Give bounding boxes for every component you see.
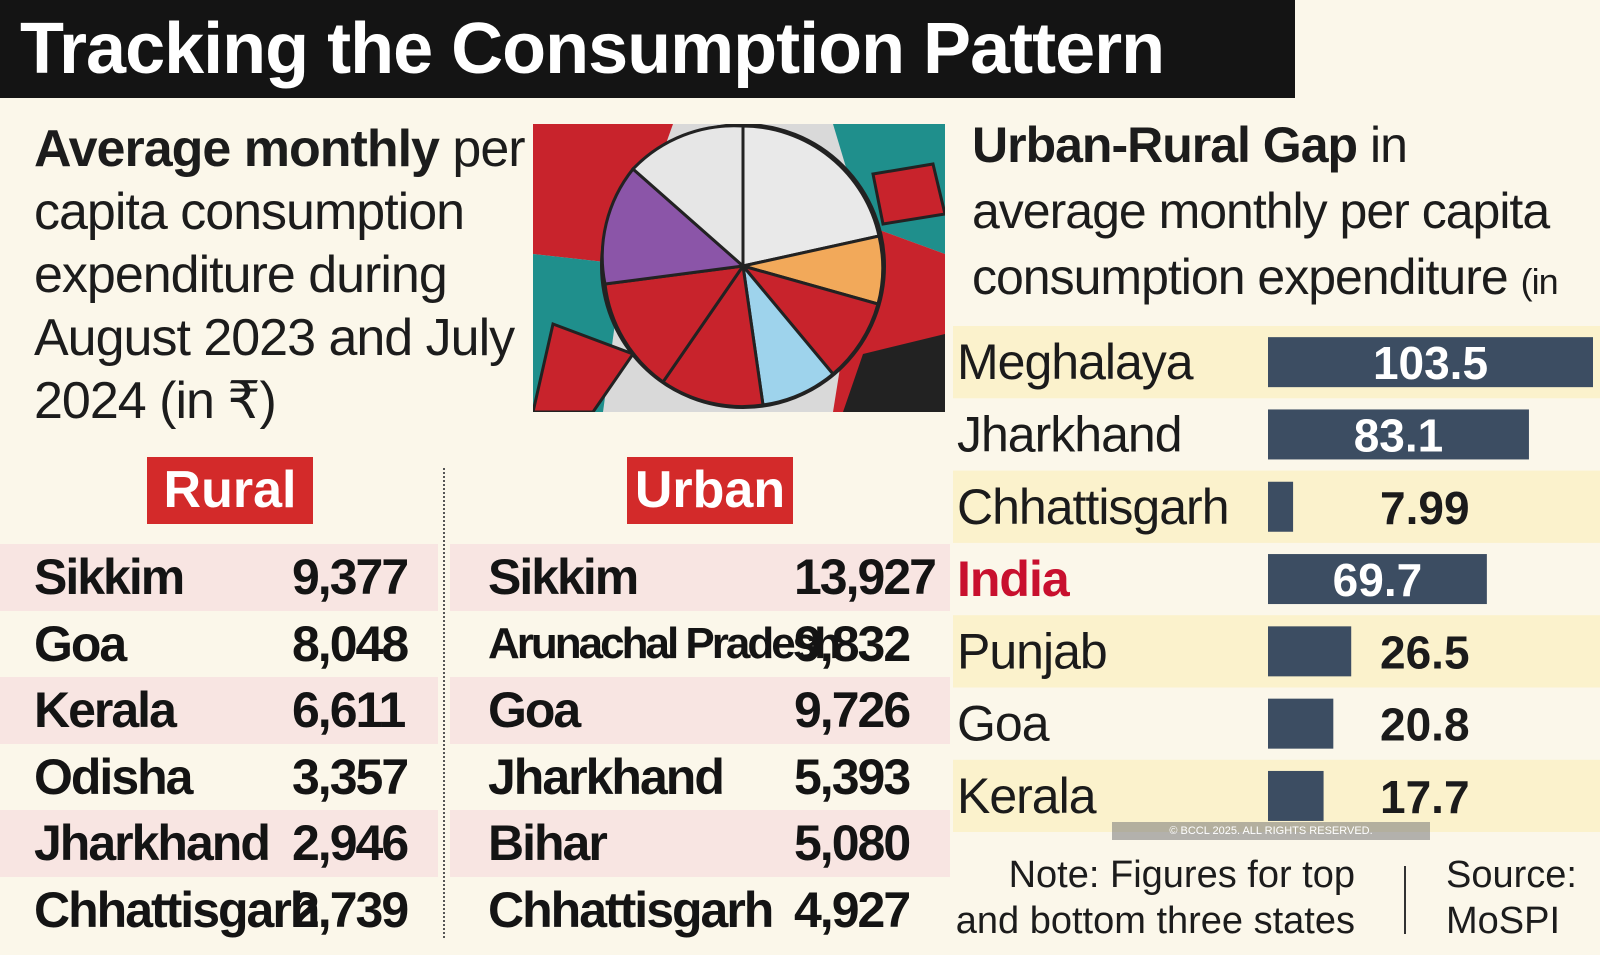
bar bbox=[1268, 337, 1593, 388]
table-row: Sikkim 13,927 bbox=[450, 544, 950, 611]
pie-chart-illustration bbox=[533, 124, 945, 412]
table-row: Jharkhand 5,393 bbox=[450, 744, 950, 811]
state-value: 8,048 bbox=[292, 615, 409, 672]
left-subtitle: Average monthly per capita consumption e… bbox=[34, 118, 534, 433]
state-name: Sikkim bbox=[488, 549, 639, 605]
state-value: 5,080 bbox=[794, 815, 911, 871]
bar-value-label: 83.1 bbox=[1354, 409, 1444, 461]
state-value: 6,611 bbox=[292, 682, 406, 738]
table-row: Arunachal Pradesh 9,832 bbox=[450, 611, 950, 678]
table-row: Odisha 3,357 bbox=[0, 744, 438, 811]
state-value: 4,927 bbox=[794, 881, 911, 938]
state-value: 9,832 bbox=[794, 615, 911, 672]
bar-value-label: 7.99 bbox=[1380, 482, 1470, 534]
bar bbox=[1268, 409, 1529, 460]
rural-label: Rural bbox=[147, 457, 313, 524]
state-value: 2,739 bbox=[292, 881, 409, 938]
bar-category-label: Punjab bbox=[957, 623, 1107, 679]
footer-divider bbox=[1404, 866, 1406, 934]
state-value: 2,946 bbox=[292, 815, 409, 871]
bar-category-label: Jharkhand bbox=[957, 406, 1182, 462]
state-name: Jharkhand bbox=[34, 815, 271, 871]
rural-table: Sikkim 9,377 Goa 8,048 Kerala 6,611 Odisha 3… bbox=[0, 544, 438, 943]
urban-rural-gap-chart: Meghalaya 103.5 Jharkhand 83.1 Chhattisgarh 7… bbox=[953, 326, 1600, 832]
bar bbox=[1268, 770, 1324, 821]
left-subtitle-rest: per capita consumption expenditure durin… bbox=[34, 120, 526, 430]
state-name: Goa bbox=[34, 615, 127, 672]
table-row: Sikkim 9,377 bbox=[0, 544, 438, 611]
urban-table: Sikkim 13,927 Arunachal Pradesh 9,832 Goa 9… bbox=[450, 544, 950, 943]
bar-value-label: 26.5 bbox=[1380, 626, 1470, 678]
state-name: Bihar bbox=[488, 815, 608, 871]
table-row: Kerala 6,611 bbox=[0, 677, 438, 744]
bar bbox=[1268, 698, 1334, 749]
bar-category-label: India bbox=[957, 551, 1071, 607]
bar-category-label: Kerala bbox=[957, 768, 1097, 824]
table-row: Chhattisgarh 2,739 bbox=[0, 877, 438, 944]
right-subtitle-bold: Urban-Rural Gap bbox=[972, 117, 1358, 173]
bar bbox=[1268, 554, 1487, 605]
bar-value-label: 69.7 bbox=[1333, 554, 1423, 606]
bar-category-label: Chhattisgarh bbox=[957, 479, 1229, 535]
table-divider bbox=[443, 468, 445, 938]
bar-category-label: Meghalaya bbox=[957, 334, 1194, 390]
page-title: Tracking the Consumption Pattern bbox=[0, 0, 1295, 98]
state-name: Chhattisgarh bbox=[34, 881, 320, 938]
state-value: 13,927 bbox=[794, 549, 937, 605]
table-row: Chhattisgarh 4,927 bbox=[450, 877, 950, 944]
state-name: Goa bbox=[488, 682, 581, 738]
state-name: Arunachal Pradesh bbox=[488, 618, 841, 668]
state-value: 5,393 bbox=[794, 748, 911, 805]
state-name: Jharkhand bbox=[488, 748, 725, 805]
left-subtitle-bold: Average monthly bbox=[34, 120, 440, 178]
state-value: 9,726 bbox=[794, 682, 911, 738]
footnote: Note: Figures for top and bottom three s… bbox=[955, 854, 1355, 942]
state-name: Sikkim bbox=[34, 549, 185, 605]
table-row: Goa 8,048 bbox=[0, 611, 438, 678]
bar-category-label: Goa bbox=[957, 696, 1050, 752]
bar-value-label: 103.5 bbox=[1373, 337, 1488, 389]
urban-label: Urban bbox=[627, 457, 793, 524]
bar bbox=[1268, 626, 1352, 677]
bar bbox=[1268, 481, 1294, 532]
copyright-notice: © BCCL 2025. ALL RIGHTS RESERVED. bbox=[1112, 822, 1430, 840]
bar-value-label: 17.7 bbox=[1380, 771, 1470, 823]
state-value: 3,357 bbox=[292, 748, 409, 805]
source-text: Source: MoSPI bbox=[1446, 854, 1577, 942]
state-name: Odisha bbox=[34, 748, 193, 805]
table-row: Jharkhand 2,946 bbox=[0, 810, 438, 877]
right-subtitle-rest: in average monthly per capita consumptio… bbox=[972, 117, 1550, 305]
state-name: Kerala bbox=[34, 682, 177, 738]
bar-value-label: 20.8 bbox=[1380, 699, 1470, 751]
state-name: Chhattisgarh bbox=[488, 881, 774, 938]
right-subtitle: Urban-Rural Gap in average monthly per c… bbox=[972, 112, 1592, 386]
state-value: 9,377 bbox=[292, 549, 409, 605]
table-row: Bihar 5,080 bbox=[450, 810, 950, 877]
table-row: Goa 9,726 bbox=[450, 677, 950, 744]
